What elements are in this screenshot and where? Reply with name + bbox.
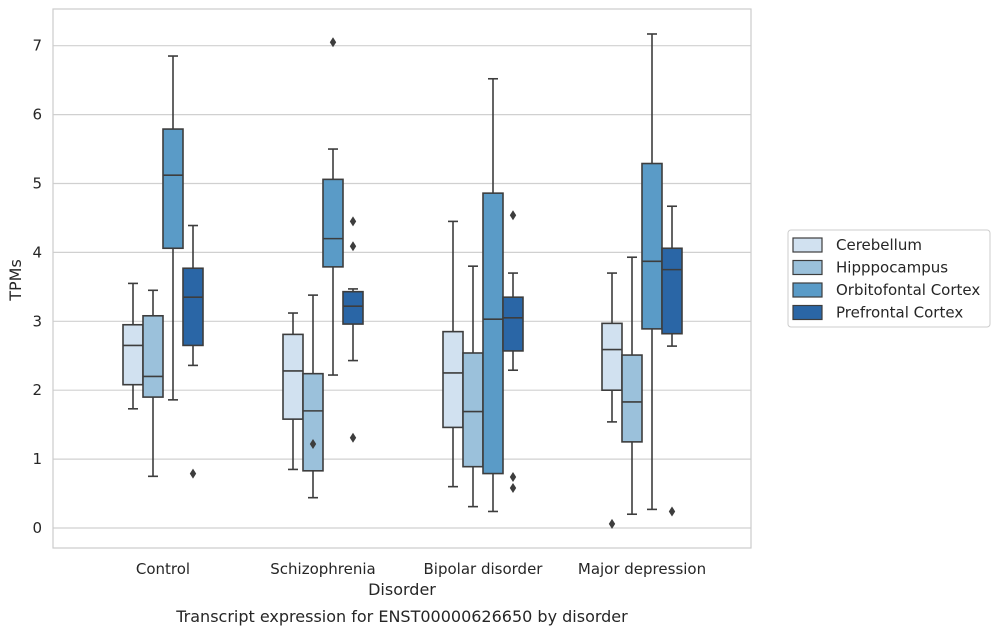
y-tick-label-1: 1 [32,450,42,468]
box-0-3 [601,272,623,529]
legend-swatch [792,304,823,321]
legend-item-0: Cerebellum [792,236,922,254]
legend-swatch [792,259,823,276]
box-0-0 [122,282,144,410]
x-tick-label-3: Major depression [578,560,706,578]
plot-area-frame [52,8,752,549]
box-1-0 [142,289,164,478]
iqr-box [282,333,304,420]
outlier-point-2 [349,432,357,443]
box-3-1 [342,216,364,443]
legend-label: Orbitofontal Cortex [836,281,980,299]
legend-label: Hipppocampus [836,259,948,277]
iqr-box [601,322,623,392]
iqr-box [442,330,464,429]
box-1-2 [462,265,484,508]
iqr-box [182,267,204,347]
outlier-point-0 [608,518,616,529]
legend-item-3: Prefrontal Cortex [792,304,963,322]
legend-label: Cerebellum [836,236,922,254]
iqr-box [641,162,663,330]
iqr-box [342,290,364,325]
outlier-point-1 [509,472,517,483]
x-axis-ticks: Control Schizophrenia Bipolar disorder Majo… [136,560,706,578]
iqr-box [122,323,144,386]
legend-swatch [792,282,823,298]
box-3-2 [502,210,524,494]
outlier-point-0 [329,37,337,48]
box-2-2 [482,77,504,513]
iqr-box [482,192,504,475]
iqr-box [142,314,164,398]
y-axis-ticks: 0 1 2 3 4 5 6 7 [32,37,42,537]
outlier-point-0 [309,438,317,449]
iqr-box [462,352,484,468]
x-tick-label-1: Schizophrenia [270,560,375,578]
legend-item-1: Hipppocampus [792,259,948,277]
outlier-point-0 [189,468,197,479]
iqr-box [661,247,683,335]
y-tick-label-0: 0 [32,519,42,537]
box-0-1 [282,312,304,471]
legend-swatch [792,237,823,253]
box-1-1 [302,294,324,499]
box-1-3 [621,256,643,516]
box-3-3 [661,205,683,517]
box-2-0 [162,55,184,401]
box-3-0 [182,224,204,479]
outlier-point-0 [668,506,676,517]
y-tick-label-7: 7 [32,37,42,55]
box-2-3 [641,33,663,511]
legend-item-2: Orbitofontal Cortex [792,281,980,299]
y-tick-label-2: 2 [32,381,42,399]
y-tick-label-3: 3 [32,312,42,330]
outlier-point-0 [349,216,357,227]
x-tick-label-0: Control [136,560,190,578]
iqr-box [322,178,344,268]
iqr-box [162,128,184,250]
iqr-box [502,296,524,352]
y-tick-label-4: 4 [32,243,42,261]
y-tick-label-5: 5 [32,175,42,193]
iqr-box [621,354,643,443]
iqr-box [302,372,324,472]
x-tick-label-2: Bipolar disorder [424,560,544,578]
legend: Cerebellum Hipppocampus Orbitofontal Corte… [787,229,991,328]
x-axis-label: Disorder [368,580,436,599]
outlier-point-2 [509,483,517,494]
outlier-point-1 [349,241,357,252]
y-tick-label-6: 6 [32,106,42,124]
legend-frame [787,229,991,328]
legend-label: Prefrontal Cortex [836,304,963,322]
chart-caption: Transcript expression for ENST0000062665… [175,607,628,626]
y-axis-label: TPMs [6,259,25,302]
box-layer [122,33,683,529]
box-2-1 [322,37,344,376]
outlier-point-0 [509,210,517,221]
box-0-2 [442,220,464,488]
